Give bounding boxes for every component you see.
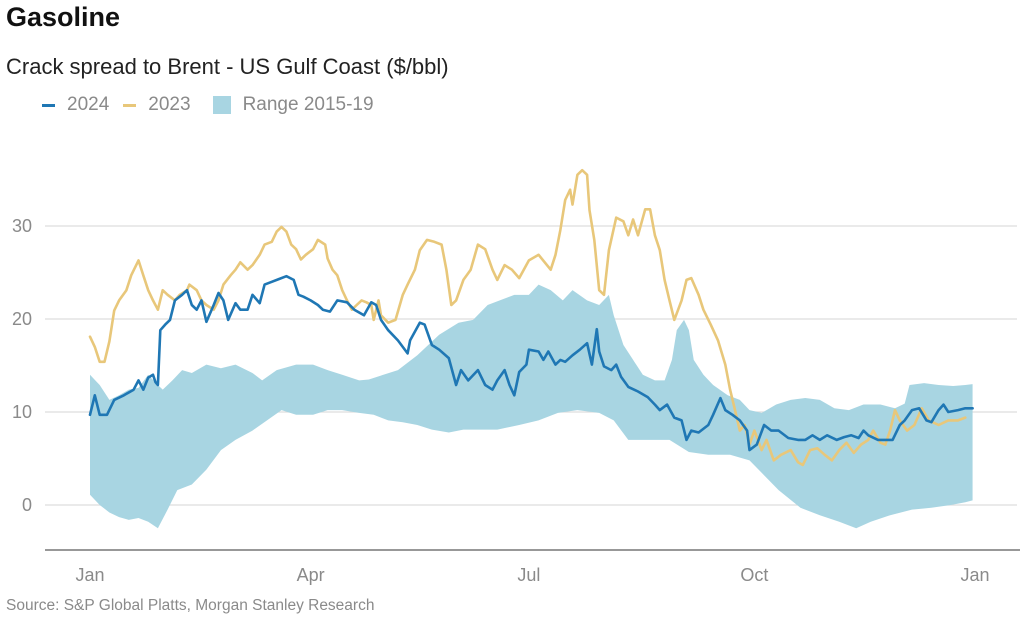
box-swatch-icon: [212, 96, 231, 114]
x-axis-ticks: Jan Apr Jul Oct Jan: [75, 565, 989, 585]
line-swatch-icon: [123, 103, 137, 107]
legend-item-2024[interactable]: 2024: [42, 94, 109, 116]
chart-subtitle: Crack spread to Brent - US Gulf Coast ($…: [6, 54, 449, 79]
y-axis-ticks: 0 10 20 30: [12, 216, 32, 515]
legend-item-range[interactable]: Range 2015-19: [205, 94, 374, 116]
series-2023-line: [88, 168, 967, 467]
y-tick-label: 30: [12, 216, 32, 236]
x-tick-label: Jan: [75, 565, 104, 585]
source-note: Source: S&P Global Platts, Morgan Stanle…: [6, 597, 375, 614]
x-tick-label: Apr: [297, 565, 325, 585]
x-tick-label: Jul: [517, 565, 540, 585]
legend-label: Range 2015-19: [242, 94, 374, 115]
y-tick-label: 0: [22, 495, 32, 515]
series-2024-line: [88, 274, 974, 452]
legend-item-2023[interactable]: 2023: [123, 94, 191, 116]
legend-label: 2024: [67, 94, 110, 115]
chart-title: Gasoline: [6, 2, 121, 32]
y-tick-label: 10: [12, 402, 32, 422]
series-lines-layer: [88, 168, 974, 467]
legend-label: 2023: [148, 94, 191, 115]
range-area-layer: [90, 284, 973, 529]
x-tick-label: Jan: [960, 565, 989, 585]
legend: 2024 2023 Range 2015-19: [42, 94, 388, 116]
line-swatch-icon: [42, 103, 55, 107]
y-tick-label: 20: [12, 309, 32, 329]
range-2015-19-area: [90, 284, 973, 529]
x-tick-label: Oct: [740, 565, 768, 585]
